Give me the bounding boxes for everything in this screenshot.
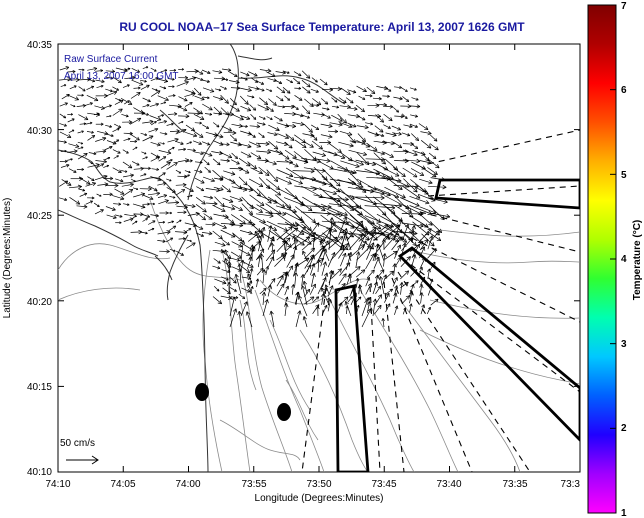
y-tick-label: 40:25 [27, 211, 52, 222]
y-tick-label: 40:15 [27, 382, 52, 393]
y-tick-label: 40:20 [27, 297, 52, 308]
y-axis-label: Latitude (Degrees:Minutes) [2, 198, 13, 319]
station-marker [195, 383, 209, 401]
map-content [58, 44, 580, 472]
current-vectors [58, 66, 451, 328]
legend-current-label: Raw Surface Current [64, 54, 158, 65]
x-tick-label: 74:00 [175, 479, 200, 490]
x-axis-label: Longitude (Degrees:Minutes) [255, 493, 384, 504]
x-tick-label: 73:55 [241, 479, 266, 490]
x-tick-label: 73:3 [561, 479, 581, 490]
y-tick-label: 40:10 [27, 467, 52, 478]
x-tick-label: 73:50 [306, 479, 331, 490]
colorbar-tick-label: 5 [621, 170, 627, 181]
map-title: RU COOL NOAA–17 Sea Surface Temperature:… [119, 20, 525, 34]
colorbar-label: Temperature (°C) [632, 220, 643, 301]
y-tick-label: 40:35 [27, 40, 52, 51]
bathymetry-contours [58, 199, 580, 472]
colorbar-tick-marks [610, 4, 616, 514]
footprint-polygons [334, 178, 580, 472]
legend-timestamp: April 13, 2007 16:00 GMT [64, 71, 179, 82]
colorbar-tick-label: 3 [621, 339, 627, 350]
colorbar-tick-label: 7 [621, 1, 627, 12]
x-tick-label: 74:10 [45, 479, 70, 490]
y-tick-marks [58, 43, 580, 473]
scale-arrow [66, 455, 99, 465]
colorbar-tick-label: 6 [621, 85, 627, 96]
x-tick-label: 73:45 [371, 479, 396, 490]
x-tick-marks [57, 44, 581, 472]
coastline [58, 44, 346, 472]
station-marker [277, 403, 291, 421]
colorbar-tick-label: 1 [621, 508, 627, 518]
x-tick-label: 73:40 [436, 479, 461, 490]
y-tick-label: 40:30 [27, 126, 52, 137]
x-tick-label: 74:05 [110, 479, 135, 490]
colorbar-tick-label: 4 [621, 254, 627, 265]
x-tick-label: 73:35 [502, 479, 527, 490]
scale-label: 50 cm/s [60, 438, 95, 449]
colorbar-tick-label: 2 [621, 423, 627, 434]
